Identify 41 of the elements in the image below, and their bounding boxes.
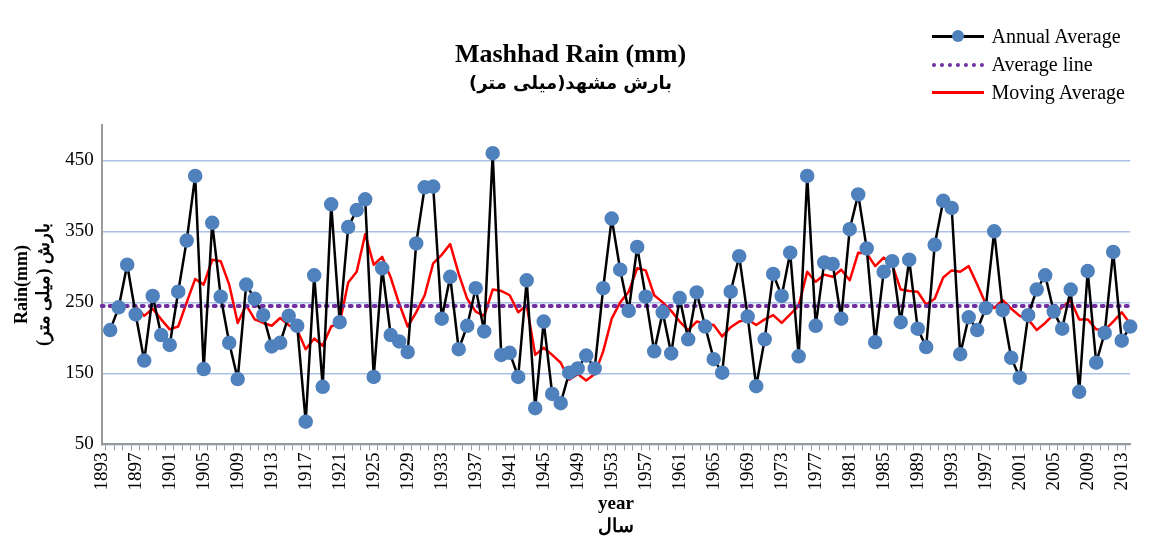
x-tick-label: 1953 [599, 452, 621, 491]
x-tick-label: 1929 [395, 452, 417, 491]
legend-label: Annual Average [991, 24, 1121, 50]
x-tick-label: 1981 [837, 452, 859, 491]
x-tick-label: 2009 [1075, 452, 1097, 491]
x-tick-label: 1941 [497, 452, 519, 491]
x-tick-label: 2005 [1041, 452, 1063, 491]
x-tick-label: 1997 [973, 452, 995, 491]
x-tick-label: 1945 [531, 452, 553, 491]
chart-title: Mashhad Rain (mm) [454, 39, 687, 69]
x-tick-label: 1973 [769, 452, 791, 491]
x-tick-label: 1925 [361, 452, 383, 491]
x-tick-label: 1969 [735, 452, 757, 491]
y-tick-label: 450 [65, 148, 94, 170]
y-tick-label: 50 [74, 432, 94, 454]
x-tick-label: 1913 [259, 452, 281, 491]
x-tick-label: 2001 [1007, 452, 1029, 491]
x-tick-label: 1961 [667, 452, 689, 491]
x-tick-label: 1909 [225, 452, 247, 491]
x-tick-label: 1937 [463, 452, 485, 491]
x-tick-label: 1921 [327, 452, 349, 491]
x-tick-label: 1949 [565, 452, 587, 491]
x-tick-label: 1893 [89, 452, 111, 491]
x-tick-label: 1897 [123, 452, 145, 491]
legend-label: Moving Average [991, 80, 1125, 106]
x-tick-label: 1985 [871, 452, 893, 491]
x-tick-label: 1905 [191, 452, 213, 491]
chart-subtitle: بارش مشهد(میلی متر) [468, 71, 673, 94]
y-tick-label: 350 [65, 219, 94, 241]
x-tick-label: 1957 [633, 452, 655, 491]
x-tick-label: 1917 [293, 452, 315, 491]
x-tick-label: 1901 [157, 452, 179, 491]
x-tick-label: 1965 [701, 452, 723, 491]
x-tick-label: 1977 [803, 452, 825, 491]
x-tick-label: 1993 [939, 452, 961, 491]
legend-label: Average line [991, 52, 1093, 78]
x-tick-label: 1933 [429, 452, 451, 491]
x-tick-label: 2013 [1109, 452, 1131, 491]
y-tick-label: 250 [65, 290, 94, 312]
y-tick-label: 150 [65, 361, 94, 383]
x-tick-label: 1989 [905, 452, 927, 491]
